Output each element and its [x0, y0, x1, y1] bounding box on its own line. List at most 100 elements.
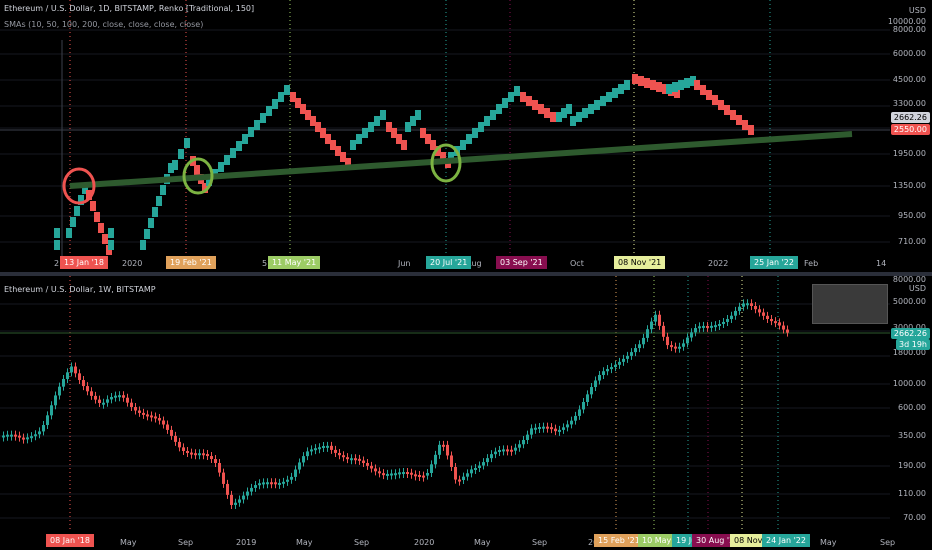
x-tick-label: Oct	[570, 259, 584, 268]
renko-brick	[374, 116, 380, 126]
candle-body	[690, 332, 693, 338]
candle-body	[718, 323, 721, 326]
renko-brick	[295, 98, 301, 108]
renko-brick	[242, 134, 248, 144]
chart-title: Ethereum / U.S. Dollar, 1W, BITSTAMP	[4, 285, 156, 294]
candle-body	[114, 395, 117, 398]
candle-body	[302, 456, 305, 463]
renko-brick	[496, 104, 502, 114]
renko-brick	[544, 108, 550, 118]
candle-body	[230, 494, 233, 505]
renko-brick	[632, 74, 638, 84]
renko-chart-pane[interactable]: Ethereum / U.S. Dollar, 1D, BITSTAMP, Re…	[0, 0, 932, 272]
renko-brick	[90, 201, 96, 211]
renko-brick	[380, 110, 386, 120]
candle-body	[522, 439, 525, 445]
y-tick-label: 710.00	[898, 237, 926, 246]
candle-body	[682, 343, 685, 347]
renko-brick	[718, 100, 724, 110]
renko-brick	[684, 78, 690, 88]
renko-brick	[391, 128, 397, 138]
renko-brick	[650, 80, 656, 90]
candle-body	[326, 445, 329, 448]
renko-brick	[236, 141, 242, 151]
renko-brick	[202, 183, 208, 193]
renko-brick	[82, 184, 88, 194]
candle-body	[62, 378, 65, 387]
renko-brick	[184, 138, 190, 148]
candle-body	[142, 412, 145, 415]
candle-body	[766, 315, 769, 319]
candle-body	[486, 458, 489, 463]
renko-brick	[490, 110, 496, 120]
candle-body	[398, 472, 401, 475]
renko-brick	[148, 218, 154, 228]
renko-brick	[94, 212, 100, 222]
renko-price-tag: 2550.00	[890, 124, 930, 135]
candle-body	[122, 395, 125, 398]
candle-body	[606, 369, 609, 372]
renko-brick	[410, 116, 416, 126]
date-tag: 25 Jan '22	[750, 256, 798, 269]
candle-body	[454, 467, 457, 480]
candle-body	[610, 367, 613, 370]
chart-title: Ethereum / U.S. Dollar, 1D, BITSTAMP, Re…	[4, 4, 255, 13]
candle-body	[362, 460, 365, 464]
candle-body	[422, 475, 425, 478]
weekly-chart-pane[interactable]: Ethereum / U.S. Dollar, 1W, BITSTAMP USD…	[0, 276, 932, 550]
candle-body	[514, 447, 517, 451]
candle-body	[294, 469, 297, 477]
candle-body	[366, 463, 369, 466]
candle-body	[518, 444, 521, 448]
candle-body	[586, 394, 589, 403]
candle-body	[266, 482, 269, 485]
candle-body	[430, 464, 433, 473]
renko-brick	[674, 88, 680, 98]
candle-body	[482, 462, 485, 466]
y-tick-label: 1950.00	[892, 149, 926, 158]
x-tick-label: 20	[588, 538, 598, 547]
candle-body	[546, 426, 549, 429]
date-tag: 24 Jan '22	[762, 534, 810, 547]
candle-body	[74, 366, 77, 374]
candle-body	[2, 435, 5, 438]
candle-body	[678, 346, 681, 349]
candle-body	[322, 446, 325, 449]
renko-brick	[224, 155, 230, 165]
candle-body	[70, 366, 73, 373]
candle-body	[166, 424, 169, 430]
candle-body	[342, 455, 345, 458]
renko-brick	[230, 148, 236, 158]
renko-brick	[320, 128, 326, 138]
candle-body	[406, 472, 409, 475]
renko-brick	[401, 140, 407, 150]
candle-body	[746, 303, 749, 306]
renko-chart-canvas[interactable]	[0, 0, 932, 272]
x-tick-label: 2	[54, 259, 60, 268]
indicator-legend[interactable]: SMAs (10, 50, 100, 200, close, close, cl…	[4, 20, 204, 29]
y-tick-label: 70.00	[903, 513, 926, 522]
x-tick-label: Sep	[880, 538, 896, 547]
candle-body	[394, 473, 397, 476]
candle-body	[750, 303, 753, 307]
y-unit: USD	[908, 284, 926, 293]
candlestick-chart-canvas[interactable]	[0, 276, 932, 550]
x-tick-label: 2022	[708, 259, 729, 268]
y-tick-label: 1350.00	[892, 181, 926, 190]
candle-body	[54, 395, 57, 406]
candle-body	[118, 395, 121, 398]
x-tick-label: Sep	[178, 538, 194, 547]
candle-body	[182, 447, 185, 451]
candle-body	[566, 424, 569, 428]
candle-body	[90, 391, 93, 396]
x-tick-label: 2019	[236, 538, 257, 547]
y-tick-label: 8000.00	[892, 276, 926, 284]
renko-brick	[570, 116, 576, 126]
candle-body	[190, 452, 193, 455]
renko-brick	[425, 134, 431, 144]
renko-brick	[108, 228, 114, 238]
renko-brick	[152, 207, 158, 217]
candle-body	[778, 322, 781, 326]
pane-divider[interactable]	[0, 272, 932, 276]
candle-body	[638, 344, 641, 349]
